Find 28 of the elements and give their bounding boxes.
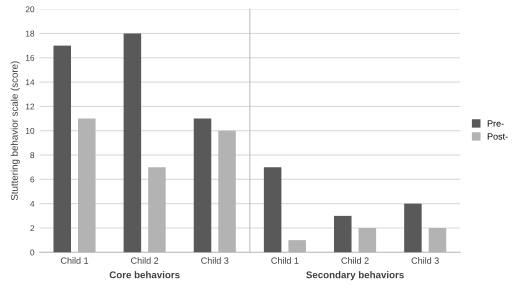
x-tick-label: Child 3	[412, 257, 439, 264]
x-tick-label: Child 3	[201, 257, 228, 264]
y-tick-label: 8	[30, 152, 34, 158]
y-tick-label: 12	[26, 104, 34, 110]
y-tick-label: 2	[30, 225, 34, 232]
y-axis-title: Stuttering behavior scale (score)	[10, 61, 20, 200]
y-tick-label: 6	[30, 176, 34, 182]
x-tick-label: Child 2	[341, 257, 369, 264]
legend-label: Post-	[488, 133, 508, 140]
x-axis-title: Secondary behaviors	[306, 271, 404, 280]
x-axis-title: Core behaviors	[110, 271, 180, 278]
x-tick-label: Child 2	[131, 257, 158, 264]
y-tick-label: 16	[26, 54, 34, 61]
bar	[264, 167, 282, 252]
x-tick-label: Child 1	[60, 257, 88, 264]
y-tick-label: 14	[26, 79, 34, 86]
bar	[334, 216, 352, 252]
y-tick-label: 4	[30, 200, 34, 207]
y-tick-label: 18	[26, 30, 34, 37]
legend-label: Pre-	[488, 120, 504, 127]
bar	[53, 46, 72, 252]
y-tick-label: 20	[26, 6, 34, 12]
bar	[194, 118, 212, 252]
bar	[124, 33, 142, 252]
bar	[404, 204, 422, 252]
y-tick-label: 0	[30, 250, 34, 256]
x-tick-label: Child 1	[271, 257, 299, 264]
y-tick-label: 10	[26, 128, 34, 134]
